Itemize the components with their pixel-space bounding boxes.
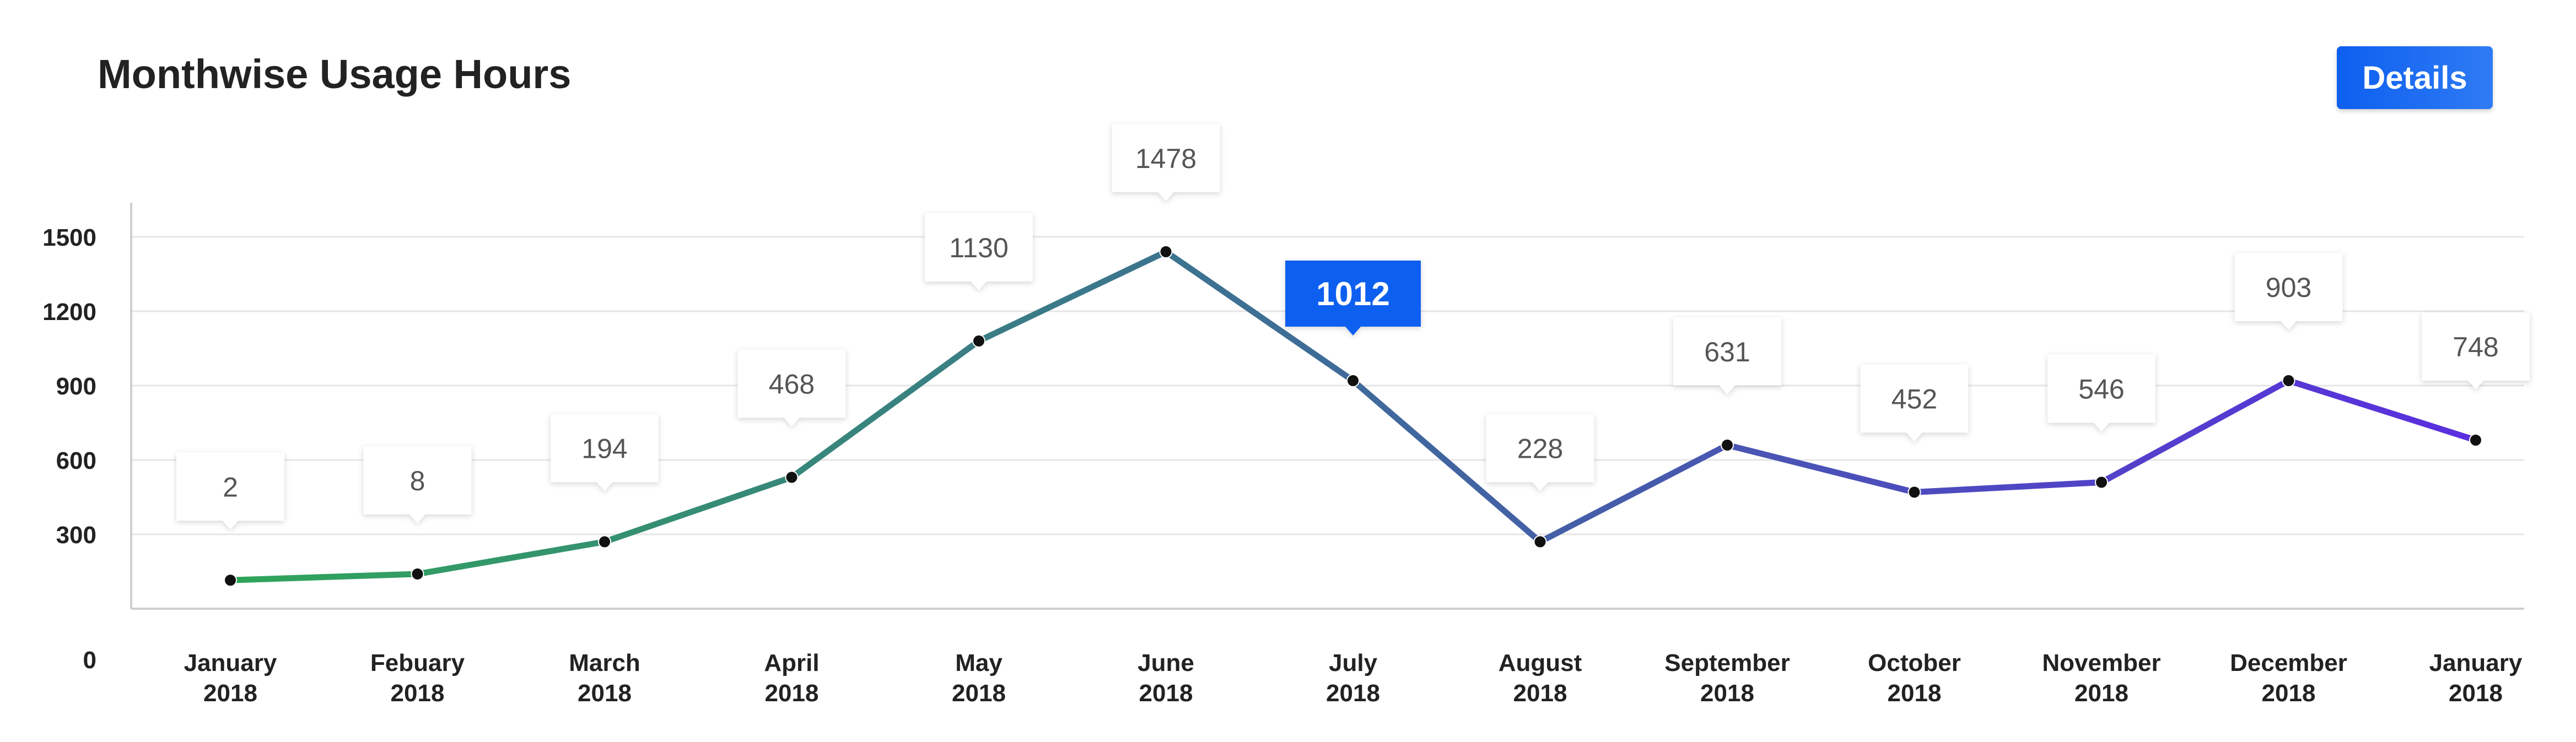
- x-tick-label: 2018: [952, 680, 1006, 707]
- data-label: 903: [2234, 253, 2343, 330]
- x-tick-label: Febuary: [370, 649, 465, 676]
- data-label-box: [2047, 354, 2155, 432]
- x-tick-label: 2018: [1326, 680, 1380, 707]
- x-tick-label: September: [1664, 649, 1790, 676]
- x-tick-label: 2018: [391, 680, 445, 707]
- data-label-text: 8: [410, 465, 425, 496]
- data-label: 1478: [1112, 124, 1220, 201]
- x-tick-label: 2018: [1513, 680, 1567, 707]
- data-point[interactable]: [411, 567, 424, 581]
- x-tick-label: May: [955, 649, 1003, 676]
- data-point[interactable]: [598, 535, 611, 549]
- data-point[interactable]: [224, 573, 237, 587]
- x-tick-label: October: [1868, 649, 1961, 676]
- x-tick-label: 2018: [765, 680, 819, 707]
- y-tick-label: 900: [56, 373, 96, 400]
- data-label: 452: [1860, 364, 1969, 442]
- x-tick-label: April: [764, 649, 819, 676]
- data-label-text: 1012: [1316, 275, 1389, 312]
- x-tick-label: 2018: [203, 680, 257, 707]
- data-label-box: [551, 414, 659, 491]
- y-tick-label: 1200: [42, 299, 96, 326]
- data-point[interactable]: [1907, 485, 1921, 499]
- data-label-box: [925, 213, 1033, 290]
- data-label-box: [1112, 124, 1220, 201]
- data-label-text: 903: [2266, 272, 2311, 303]
- data-label: 2: [176, 452, 284, 530]
- data-label-box: [737, 349, 846, 427]
- y-tick-label: 0: [83, 647, 96, 674]
- data-label-box: [2422, 312, 2530, 389]
- data-label-box: [2234, 253, 2343, 330]
- data-point[interactable]: [2095, 475, 2108, 489]
- data-label: 546: [2047, 354, 2155, 432]
- y-tick-label: 1500: [42, 224, 96, 251]
- x-tick-label: 2018: [1888, 680, 1942, 707]
- x-tick-label: 2018: [1139, 680, 1193, 707]
- x-tick-label: November: [2042, 649, 2160, 676]
- x-tick-label: January: [2429, 649, 2523, 676]
- data-label-text: 452: [1891, 384, 1937, 415]
- chart-title: Monthwise Usage Hours: [98, 51, 572, 97]
- data-label-box: [1673, 317, 1781, 394]
- x-tick-label: 2018: [578, 680, 632, 707]
- data-label-text: 1130: [949, 232, 1009, 263]
- data-label-box: [1486, 414, 1594, 491]
- x-tick-label: December: [2230, 649, 2347, 676]
- data-label-box: [176, 452, 284, 530]
- data-label-text: 546: [2078, 374, 2124, 405]
- data-label: 228: [1486, 414, 1594, 491]
- data-label-text: 228: [1517, 434, 1563, 464]
- data-label-text: 1478: [1135, 143, 1197, 174]
- data-point[interactable]: [1346, 374, 1360, 387]
- data-label-text: 194: [581, 434, 627, 464]
- data-label: 1130: [925, 213, 1033, 290]
- x-tick-label: 2018: [2449, 680, 2503, 707]
- details-button[interactable]: Details: [2337, 46, 2493, 109]
- data-point[interactable]: [785, 470, 799, 484]
- x-tick-label: March: [569, 649, 640, 676]
- data-point[interactable]: [2282, 374, 2295, 387]
- data-point[interactable]: [1533, 535, 1547, 549]
- data-label: 631: [1673, 317, 1781, 394]
- x-tick-label: July: [1329, 649, 1378, 676]
- data-label-text: 631: [1704, 337, 1750, 367]
- y-tick-label: 300: [56, 522, 96, 549]
- data-label: 194: [551, 414, 659, 491]
- x-tick-label: 2018: [1700, 680, 1754, 707]
- y-tick-label: 600: [56, 447, 96, 474]
- data-label: 468: [737, 349, 846, 427]
- data-label: 8: [363, 446, 472, 523]
- data-point[interactable]: [1721, 438, 1734, 452]
- data-label-text: 748: [2453, 332, 2498, 362]
- data-point[interactable]: [972, 334, 985, 348]
- data-label-box: [1285, 261, 1421, 335]
- data-label-text: 468: [769, 369, 815, 400]
- data-point[interactable]: [1159, 245, 1173, 258]
- data-point[interactable]: [2469, 434, 2482, 447]
- x-tick-label: 2018: [2262, 680, 2316, 707]
- data-label-box: [363, 446, 472, 523]
- x-tick-label: June: [1138, 649, 1194, 676]
- x-tick-label: January: [184, 649, 277, 676]
- x-tick-label: August: [1499, 649, 1582, 676]
- x-tick-label: 2018: [2074, 680, 2128, 707]
- data-label: 748: [2422, 312, 2530, 389]
- data-label-box: [1860, 364, 1969, 442]
- highlighted-data-label: 1012: [1285, 261, 1421, 335]
- data-label-text: 2: [223, 472, 238, 502]
